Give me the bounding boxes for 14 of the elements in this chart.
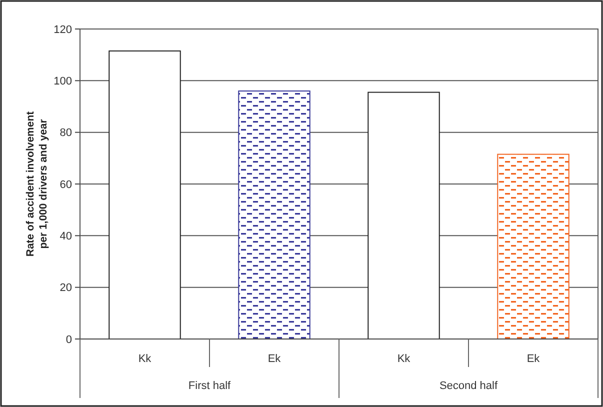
- x-tick-label: Kk: [397, 353, 411, 365]
- text: Second half: [439, 380, 498, 392]
- y-tick-label: 80: [60, 127, 72, 140]
- y-axis-title: Rate of accident involvement per 1,000 drivers and year: [24, 110, 50, 257]
- x-tick-label: Kk: [138, 353, 152, 365]
- y-tick-label: 40: [60, 230, 72, 243]
- y-tick-label: 120: [54, 24, 72, 36]
- text: First half: [188, 380, 232, 392]
- y-tick-label: 100: [54, 76, 72, 88]
- y-tick-label: 0: [66, 334, 72, 346]
- x-tick-label: Ek: [268, 353, 282, 365]
- y-tick-label: 20: [60, 282, 72, 294]
- y-tick-label: 60: [60, 178, 72, 191]
- x-tick-label: Ek: [526, 353, 540, 365]
